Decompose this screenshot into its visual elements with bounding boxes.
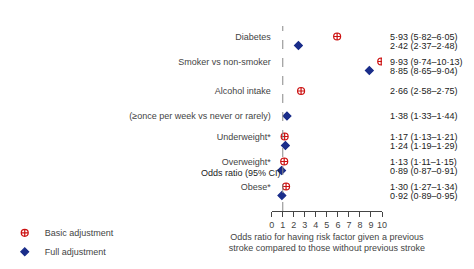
- svg-text:5: 5: [324, 220, 329, 230]
- svg-text:1·13 (1·11–1·15): 1·13 (1·11–1·15): [390, 157, 457, 167]
- svg-text:Odds ratio (95% CI): Odds ratio (95% CI): [201, 168, 281, 178]
- svg-text:Underweight*: Underweight*: [217, 132, 272, 142]
- svg-text:1·38 (1·33–1·44): 1·38 (1·33–1·44): [390, 111, 458, 121]
- svg-text:Odds ratio for having risk fac: Odds ratio for having risk factor given …: [229, 232, 425, 254]
- svg-text:4: 4: [313, 220, 318, 230]
- svg-text:(≥once per week vs never or ra: (≥once per week vs never or rarely): [129, 111, 271, 121]
- svg-text:9·93 (9·74–10·13): 9·93 (9·74–10·13): [390, 57, 463, 67]
- svg-text:1·17 (1·13–1·21): 1·17 (1·13–1·21): [390, 132, 458, 142]
- svg-text:1·30 (1·27–1·34): 1·30 (1·27–1·34): [390, 182, 458, 192]
- svg-text:Basic adjustment: Basic adjustment: [45, 228, 114, 238]
- svg-text:3: 3: [302, 220, 307, 230]
- svg-text:10: 10: [377, 220, 387, 230]
- svg-text:Diabetes: Diabetes: [235, 32, 271, 42]
- svg-text:0·89 (0·87–0·91): 0·89 (0·87–0·91): [390, 166, 458, 176]
- svg-text:2·66 (2·58–2·75): 2·66 (2·58–2·75): [390, 86, 458, 96]
- svg-text:1: 1: [280, 220, 285, 230]
- svg-text:1·24 (1·19–1·29): 1·24 (1·19–1·29): [390, 141, 458, 151]
- svg-text:0·92 (0·89–0·95): 0·92 (0·89–0·95): [390, 191, 458, 201]
- svg-text:Obese*: Obese*: [241, 182, 272, 192]
- svg-text:5·93 (5·82–6·05): 5·93 (5·82–6·05): [390, 32, 458, 42]
- svg-text:8: 8: [357, 220, 362, 230]
- svg-text:7: 7: [346, 220, 351, 230]
- svg-text:2: 2: [291, 220, 296, 230]
- svg-text:Full adjustment: Full adjustment: [45, 247, 107, 257]
- svg-text:Smoker vs non-smoker: Smoker vs non-smoker: [178, 57, 271, 67]
- svg-text:9: 9: [368, 220, 373, 230]
- svg-text:6: 6: [335, 220, 340, 230]
- svg-text:8·85 (8·65–9·04): 8·85 (8·65–9·04): [390, 66, 458, 76]
- svg-text:2·42 (2·37–2·48): 2·42 (2·37–2·48): [390, 41, 458, 51]
- svg-text:0: 0: [269, 220, 274, 230]
- svg-text:Overweight*: Overweight*: [222, 157, 272, 167]
- svg-text:Alcohol intake: Alcohol intake: [215, 86, 271, 96]
